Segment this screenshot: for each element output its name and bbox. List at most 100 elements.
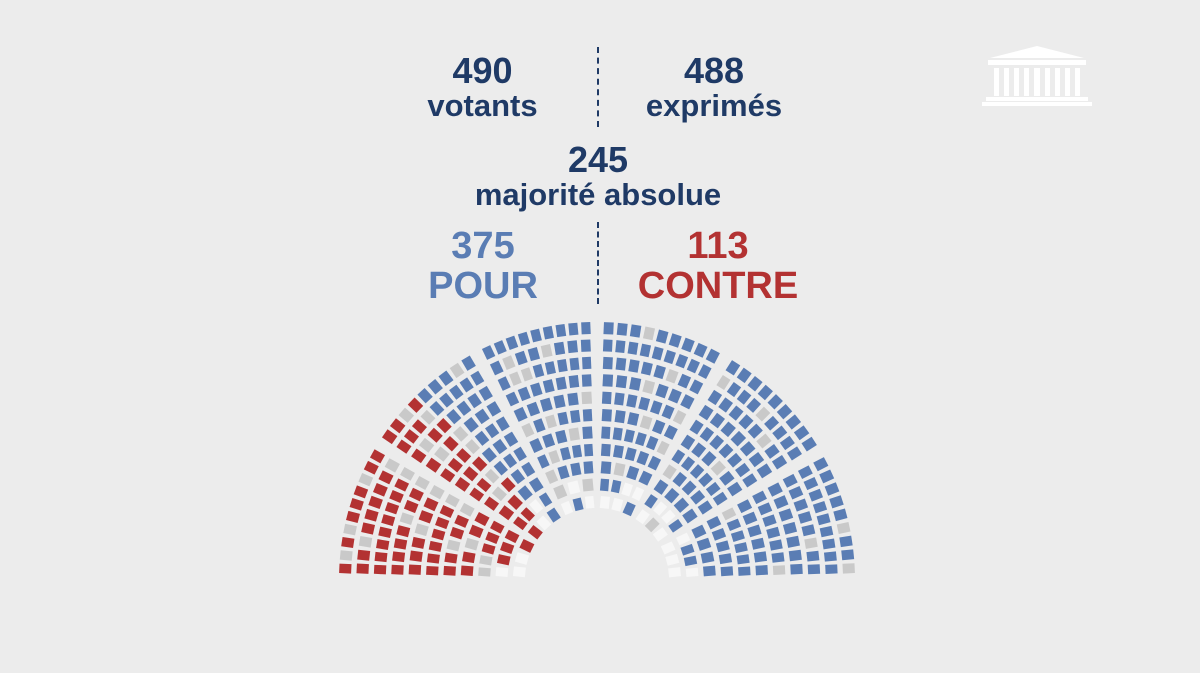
seat: [368, 495, 383, 510]
seat: [825, 564, 838, 574]
seat: [403, 429, 419, 444]
seat: [697, 364, 712, 379]
seat: [623, 429, 635, 443]
seat: [396, 525, 411, 538]
seat: [626, 465, 640, 481]
seat: [489, 360, 504, 376]
seat: [738, 414, 754, 430]
seat: [735, 462, 751, 478]
seat: [512, 566, 526, 578]
seat: [772, 565, 786, 576]
seat: [496, 554, 511, 566]
seat: [699, 426, 715, 442]
seat: [502, 355, 516, 370]
seat: [449, 384, 464, 400]
seat: [721, 507, 737, 521]
seat: [378, 526, 392, 539]
seat: [505, 391, 520, 407]
seat: [389, 490, 404, 503]
seat: [636, 450, 650, 466]
seat: [736, 554, 750, 565]
seat: [474, 511, 490, 527]
seat: [771, 454, 788, 470]
seat: [808, 488, 824, 502]
seat: [701, 451, 717, 467]
seat: [443, 565, 456, 576]
seat: [500, 541, 515, 555]
seat: [767, 394, 783, 410]
seat: [580, 339, 591, 352]
seat: [567, 480, 581, 495]
seat: [841, 549, 855, 561]
seat: [656, 440, 670, 456]
seat: [829, 495, 844, 509]
seat: [778, 508, 794, 522]
seat: [647, 455, 662, 471]
seat: [468, 524, 484, 539]
seat: [600, 443, 611, 457]
seat: [602, 356, 613, 370]
seat: [553, 484, 568, 500]
seat: [532, 363, 545, 378]
seat: [707, 389, 723, 406]
seat: [484, 423, 500, 439]
seat: [408, 564, 422, 575]
seat: [429, 485, 445, 500]
seat: [698, 404, 714, 421]
seat: [816, 513, 831, 526]
seat: [449, 526, 465, 540]
seat: [363, 460, 379, 475]
seat: [823, 551, 837, 562]
seat: [629, 377, 642, 391]
seat: [747, 375, 763, 392]
seat: [584, 495, 595, 509]
seat: [339, 563, 352, 574]
seat: [663, 349, 676, 365]
seat: [553, 341, 566, 356]
seat: [398, 407, 415, 423]
seat: [697, 500, 713, 515]
seat: [786, 535, 800, 548]
seat: [571, 444, 583, 458]
seat: [427, 378, 443, 395]
seat: [782, 521, 798, 535]
seat: [358, 473, 374, 487]
seat: [358, 535, 373, 548]
seat: [459, 502, 475, 517]
seat: [456, 400, 472, 416]
seat: [764, 415, 780, 431]
top-divider: [597, 47, 599, 127]
seat: [509, 371, 522, 386]
seat: [374, 551, 388, 563]
pour-stat: 375 POUR: [398, 226, 568, 307]
seat: [615, 340, 626, 354]
seat: [510, 469, 526, 485]
votants-count: 490: [452, 50, 513, 91]
seat: [500, 477, 516, 493]
seat: [691, 524, 707, 539]
majorite-stat: 245 majorité absolue: [430, 141, 766, 211]
seat: [427, 427, 443, 443]
seat: [454, 514, 469, 528]
seat: [572, 497, 584, 512]
seat: [779, 435, 795, 451]
seat: [766, 526, 781, 539]
seat: [425, 457, 442, 473]
seat: [764, 444, 780, 459]
seat: [746, 397, 762, 413]
majorite-count: 245: [567, 139, 629, 180]
seat: [346, 510, 360, 523]
seat: [726, 518, 742, 532]
seat: [411, 536, 426, 549]
seat: [813, 457, 829, 472]
seat: [467, 392, 482, 409]
seat: [443, 435, 459, 452]
seat: [785, 414, 802, 430]
seat: [384, 501, 400, 515]
seat: [682, 508, 698, 524]
seat: [599, 478, 610, 492]
seat: [369, 449, 386, 464]
seat: [546, 507, 561, 523]
seat: [652, 419, 666, 435]
